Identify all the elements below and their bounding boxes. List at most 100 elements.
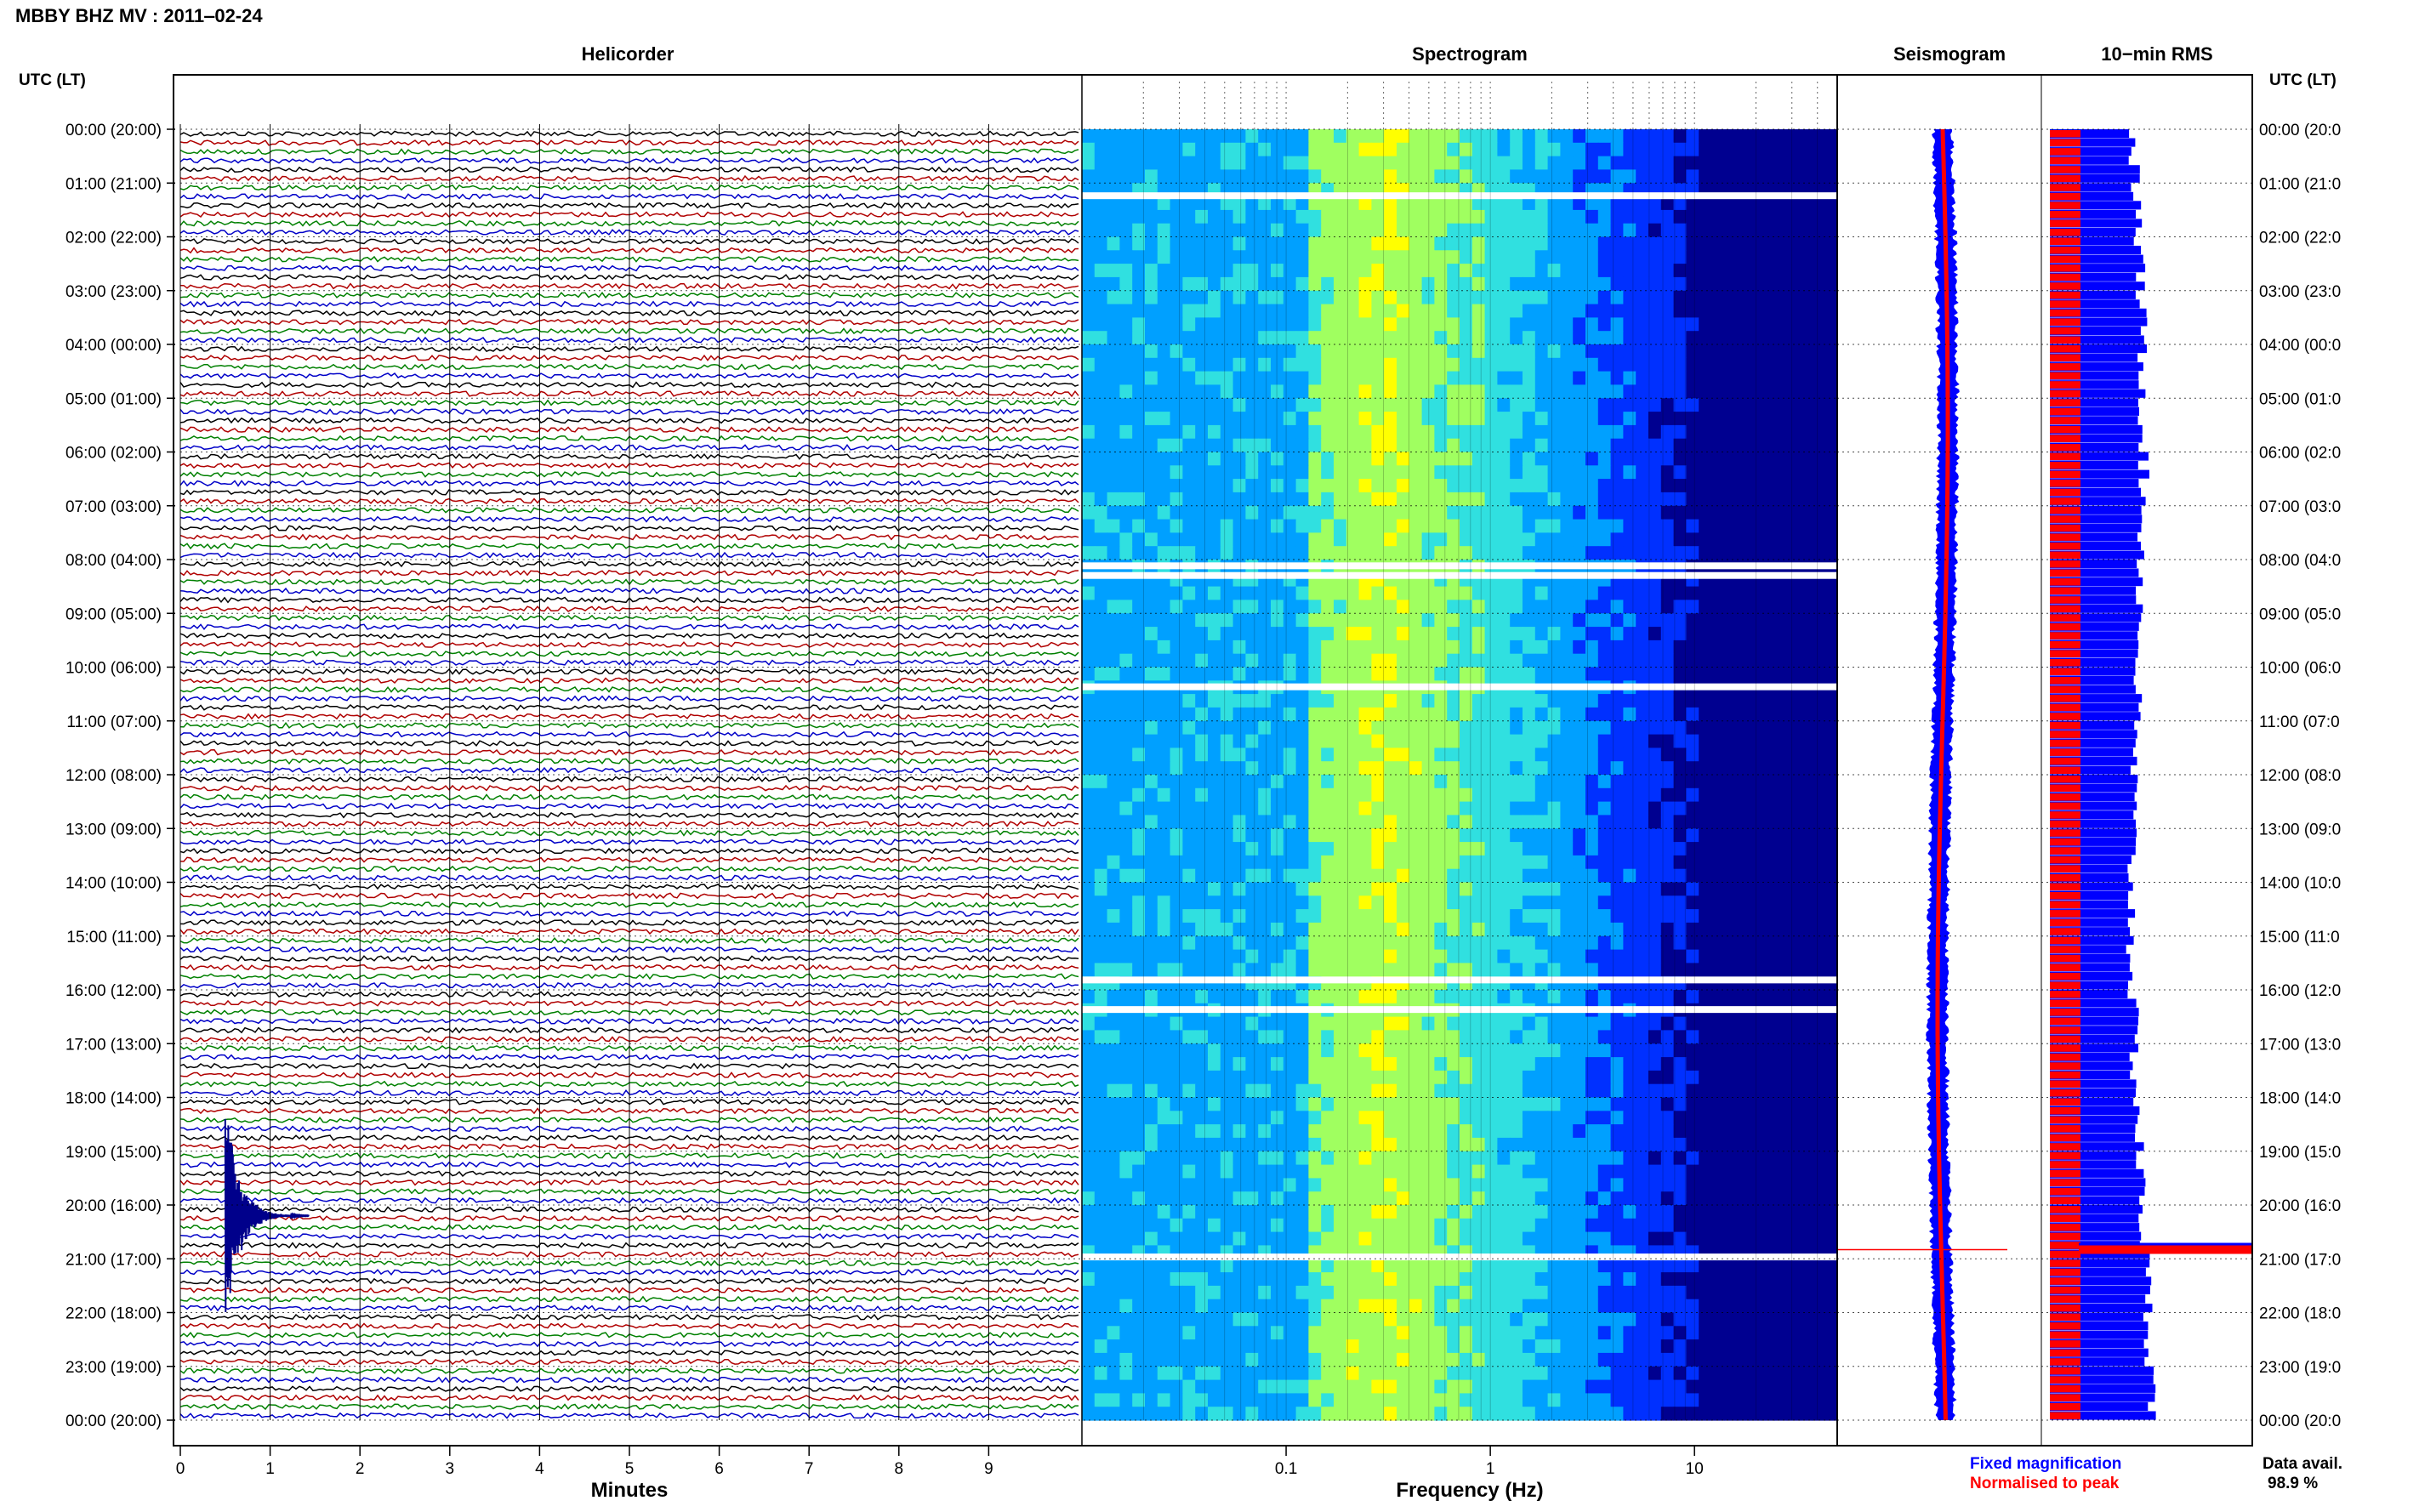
spectrogram-cell	[1208, 828, 1221, 843]
spectrogram-cell	[1623, 1124, 1636, 1139]
spectrogram-cell	[1094, 1016, 1108, 1031]
spectrogram-cell	[1220, 304, 1234, 318]
spectrogram-cell	[1334, 1178, 1347, 1192]
spectrogram-cell	[1723, 317, 1738, 332]
spectrogram-cell	[1094, 290, 1108, 305]
spectrogram-cell	[1597, 236, 1612, 251]
spectrogram-cell	[1547, 1097, 1561, 1111]
spectrogram-cell	[1824, 1164, 1838, 1179]
spectrogram-cell	[1334, 129, 1347, 144]
spectrogram-cell	[1460, 990, 1473, 1004]
spectrogram-cell	[1460, 1205, 1473, 1219]
spectrogram-cell	[1623, 1057, 1636, 1071]
spectrogram-cell	[1132, 815, 1146, 829]
spectrogram-cell	[1157, 357, 1171, 372]
spectrogram-cell	[1182, 412, 1196, 426]
spectrogram-cell	[1812, 935, 1825, 951]
spectrogram-cell	[1711, 1030, 1725, 1044]
spectrogram-cell	[1471, 223, 1486, 238]
spectrogram-cell	[1749, 1057, 1762, 1071]
spectrogram-cell	[1082, 775, 1096, 789]
spectrogram-cell	[1510, 142, 1523, 157]
spectrogram-cell	[1334, 815, 1347, 829]
spectrogram-cell	[1673, 963, 1687, 977]
spectrogram-cell	[1534, 264, 1549, 278]
spectrogram-cell	[1547, 546, 1561, 560]
spectrogram-cell	[1145, 264, 1158, 278]
spectrogram-cell	[1258, 787, 1272, 803]
spectrogram-cell	[1283, 223, 1297, 238]
spectrogram-cell	[1208, 734, 1221, 748]
spectrogram-cell	[1346, 465, 1360, 480]
spectrogram-cell	[1723, 1124, 1738, 1139]
spectrogram-cell	[1623, 842, 1636, 856]
spectrogram-cell	[1208, 801, 1221, 816]
spectrogram-cell	[1421, 909, 1435, 924]
spectrogram-cell	[1673, 129, 1687, 144]
spectrogram-cell	[1534, 747, 1549, 762]
spectrogram-cell	[1321, 1151, 1335, 1166]
spectrogram-cell	[1371, 1083, 1385, 1099]
spectrogram-cell	[1585, 895, 1599, 910]
spectrogram-cell	[1799, 586, 1813, 600]
spectrogram-cell	[1195, 492, 1209, 507]
spectrogram-cell	[1434, 1178, 1448, 1192]
spectrogram-cell	[1560, 775, 1574, 789]
spectrogram-cell	[1295, 465, 1309, 480]
spectrogram-cell	[1170, 828, 1183, 843]
spectrogram-cell	[1371, 371, 1385, 385]
spectrogram-cell	[1119, 882, 1133, 896]
spectrogram-cell	[1547, 1070, 1561, 1085]
spectrogram-cell	[1358, 1164, 1372, 1179]
spectrogram-cell	[1434, 424, 1448, 440]
spectrogram-cell	[1107, 1178, 1120, 1192]
spectrogram-cell	[1636, 627, 1649, 641]
spectrogram-cell	[1786, 304, 1801, 318]
spectrogram-cell	[1384, 1111, 1397, 1125]
spectrogram-cell	[1132, 223, 1146, 238]
spectrogram-cell	[1774, 1178, 1788, 1192]
spectrogram-cell	[1686, 465, 1699, 480]
spectrogram-cell	[1295, 236, 1309, 251]
spectrogram-cell	[1673, 264, 1687, 278]
spectrogram-cell	[1636, 1097, 1649, 1111]
spectrogram-cell	[1585, 775, 1599, 789]
spectrogram-cell	[1220, 787, 1234, 803]
spectrogram-cell	[1245, 627, 1259, 641]
spectrogram-cell	[1384, 169, 1397, 184]
spectrogram-cell	[1208, 532, 1221, 547]
spectrogram-cell	[1145, 613, 1158, 628]
spectrogram-cell	[1346, 734, 1360, 748]
spectrogram-cell	[1082, 935, 1096, 951]
spectrogram-cell	[1523, 653, 1536, 668]
spectrogram-cell	[1786, 1030, 1801, 1044]
spectrogram-cell	[1208, 855, 1221, 870]
spectrogram-cell	[1271, 465, 1284, 480]
spectrogram-cell	[1082, 734, 1096, 748]
spectrogram-cell	[1824, 828, 1838, 843]
spectrogram-cell	[1585, 720, 1599, 736]
spectrogram-cell	[1723, 276, 1738, 292]
spectrogram-cell	[1736, 317, 1750, 332]
spectrogram-cell	[1195, 1070, 1209, 1085]
spectrogram-cell	[1182, 815, 1196, 829]
spectrogram-cell	[1534, 304, 1549, 318]
spectrogram-cell	[1636, 492, 1649, 507]
spectrogram-cell	[1157, 747, 1171, 762]
spectrogram-cell	[1346, 613, 1360, 628]
spectrogram-cell	[1460, 895, 1473, 910]
spectrogram-cell	[1258, 734, 1272, 748]
spectrogram-cell	[1107, 775, 1120, 789]
spectrogram-cell	[1523, 1043, 1536, 1058]
spectrogram-cell	[1295, 505, 1309, 520]
spectrogram-cell	[1132, 639, 1146, 655]
spectrogram-cell	[1434, 465, 1448, 480]
spectrogram-cell	[1321, 1030, 1335, 1044]
spectrogram-cell	[1447, 452, 1460, 466]
spectrogram-cell	[1534, 129, 1549, 144]
spectrogram-cell	[1447, 828, 1460, 843]
spectrogram-cell	[1434, 694, 1448, 708]
spectrogram-cell	[1384, 842, 1397, 856]
spectrogram-cell	[1623, 707, 1636, 722]
spectrogram-cell	[1534, 371, 1549, 385]
